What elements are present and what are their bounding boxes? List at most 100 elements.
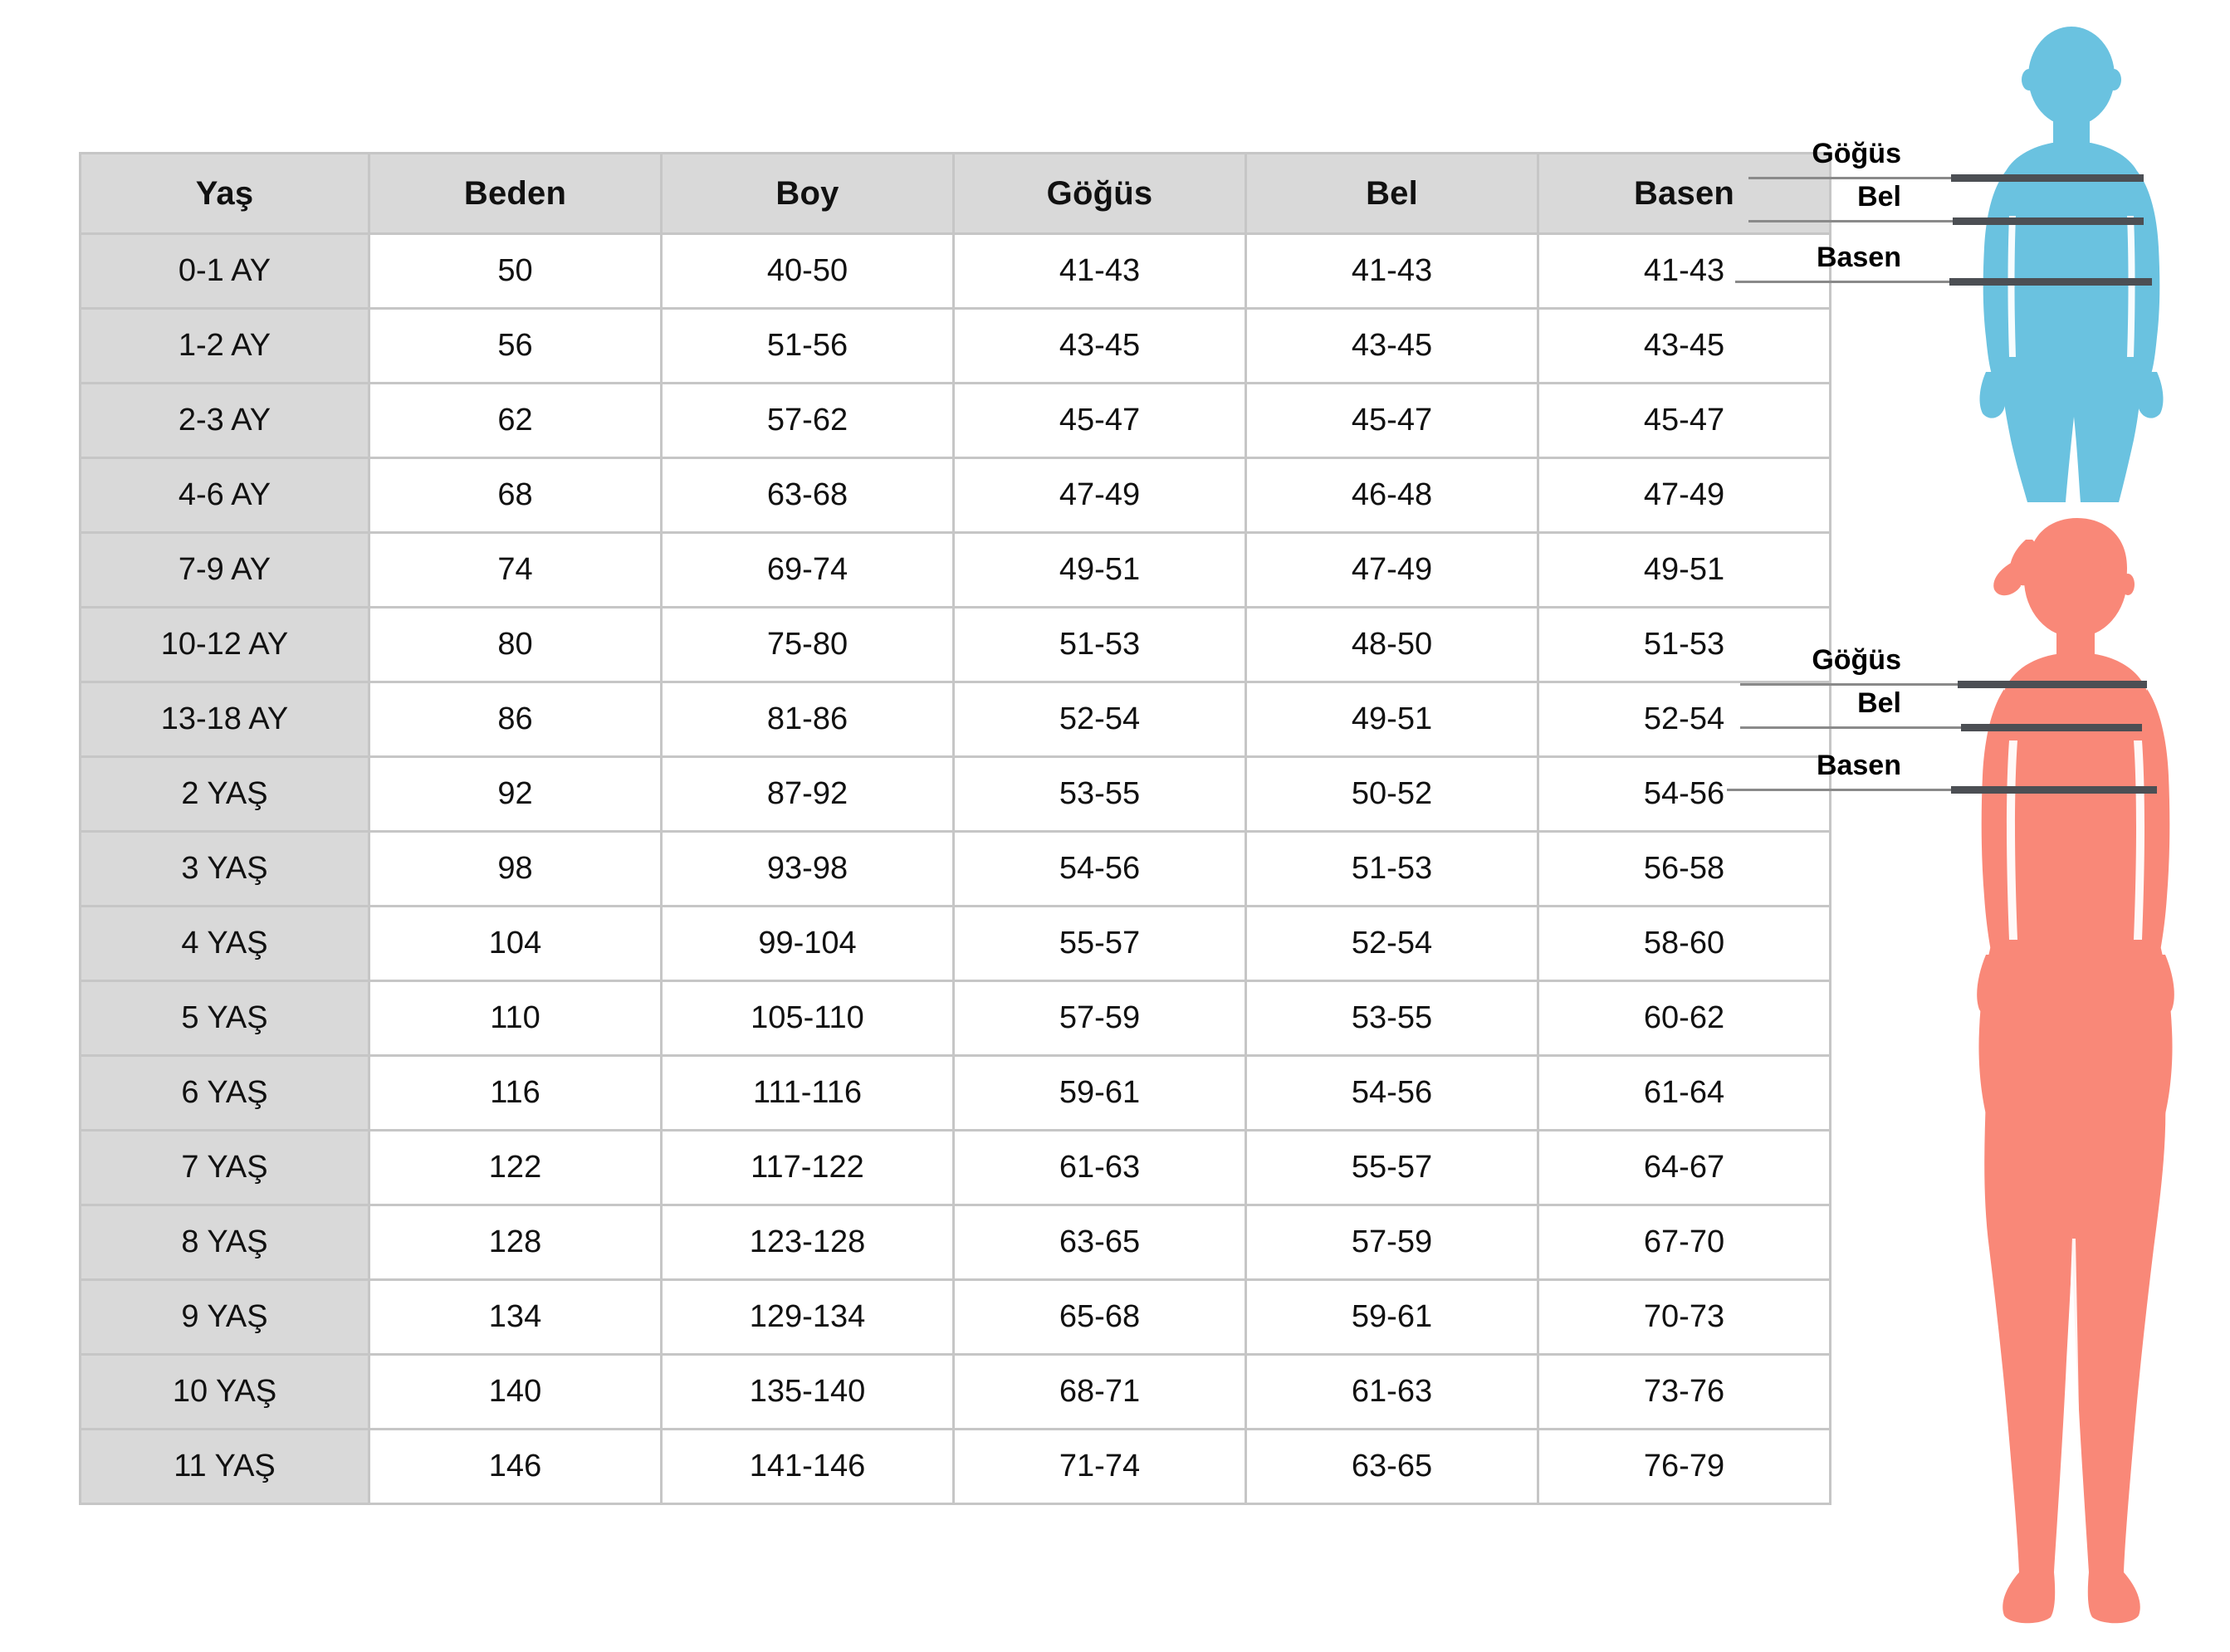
cell-basen: 61-64 bbox=[1537, 1054, 1831, 1131]
cell-boy: 111-116 bbox=[660, 1054, 955, 1131]
cell-bel: 63-65 bbox=[1245, 1428, 1539, 1505]
cell-basen: 73-76 bbox=[1537, 1353, 1831, 1430]
cell-boy: 51-56 bbox=[660, 307, 955, 384]
boy-chest-leader-line bbox=[1748, 177, 1964, 179]
table-row: 4-6 AY 68 63-68 47-49 46-48 47-49 bbox=[79, 457, 1831, 534]
cell-age: 6 YAŞ bbox=[79, 1054, 370, 1131]
table-header: Yaş Beden Boy Göğüs Bel Basen bbox=[79, 152, 1831, 235]
cell-boy: 99-104 bbox=[660, 905, 955, 982]
cell-beden: 140 bbox=[368, 1353, 663, 1430]
cell-age: 2-3 AY bbox=[79, 382, 370, 459]
cell-boy: 69-74 bbox=[660, 531, 955, 609]
cell-age: 8 YAŞ bbox=[79, 1204, 370, 1281]
cell-bel: 46-48 bbox=[1245, 457, 1539, 534]
girl-hips-measure-band bbox=[1951, 786, 2157, 794]
girl-waist-leader-line bbox=[1740, 726, 1966, 729]
column-header-beden: Beden bbox=[368, 152, 663, 235]
cell-beden: 50 bbox=[368, 232, 663, 310]
cell-boy: 105-110 bbox=[660, 980, 955, 1057]
cell-gogus: 41-43 bbox=[952, 232, 1247, 310]
cell-age: 4-6 AY bbox=[79, 457, 370, 534]
boy-waist-label-text: Bel bbox=[1857, 181, 1901, 213]
table-body: 0-1 AY 50 40-50 41-43 41-43 41-43 1-2 AY 56 51-5… bbox=[79, 232, 1831, 1505]
table-row: 2-3 AY 62 57-62 45-47 45-47 45-47 bbox=[79, 382, 1831, 459]
cell-gogus: 55-57 bbox=[952, 905, 1247, 982]
cell-age: 1-2 AY bbox=[79, 307, 370, 384]
table-row: 3 YAŞ 98 93-98 54-56 51-53 56-58 bbox=[79, 830, 1831, 907]
cell-bel: 57-59 bbox=[1245, 1204, 1539, 1281]
cell-boy: 123-128 bbox=[660, 1204, 955, 1281]
cell-beden: 146 bbox=[368, 1428, 663, 1505]
boy-hips-measure-band bbox=[1949, 278, 2152, 286]
cell-age: 13-18 AY bbox=[79, 681, 370, 758]
girl-chest-label-text: Göğüs bbox=[1812, 644, 1901, 676]
cell-beden: 86 bbox=[368, 681, 663, 758]
girl-silhouette bbox=[1977, 518, 2174, 1624]
column-header-basen: Basen bbox=[1537, 152, 1831, 235]
boy-hips-leader-line bbox=[1735, 281, 1964, 283]
boy-chest-label-text: Göğüs bbox=[1812, 138, 1901, 169]
cell-beden: 116 bbox=[368, 1054, 663, 1131]
cell-basen: 56-58 bbox=[1537, 830, 1831, 907]
cell-beden: 74 bbox=[368, 531, 663, 609]
cell-gogus: 59-61 bbox=[952, 1054, 1247, 1131]
cell-boy: 129-134 bbox=[660, 1278, 955, 1356]
cell-gogus: 71-74 bbox=[952, 1428, 1247, 1505]
table-row: 5 YAŞ 110 105-110 57-59 53-55 60-62 bbox=[79, 980, 1831, 1057]
cell-basen: 67-70 bbox=[1537, 1204, 1831, 1281]
cell-beden: 92 bbox=[368, 755, 663, 833]
cell-basen: 47-49 bbox=[1537, 457, 1831, 534]
table-row: 10-12 AY 80 75-80 51-53 48-50 51-53 bbox=[79, 606, 1831, 683]
boy-figure-panel: Göğüs Bel Basen bbox=[1735, 25, 2208, 502]
size-table: Yaş Beden Boy Göğüs Bel Basen 0-1 AY 50 40… bbox=[79, 152, 1831, 1505]
cell-bel: 55-57 bbox=[1245, 1129, 1539, 1206]
cell-boy: 81-86 bbox=[660, 681, 955, 758]
cell-gogus: 54-56 bbox=[952, 830, 1247, 907]
boy-chest-measure-band bbox=[1951, 174, 2144, 182]
table-row: 9 YAŞ 134 129-134 65-68 59-61 70-73 bbox=[79, 1278, 1831, 1356]
table-row: 4 YAŞ 104 99-104 55-57 52-54 58-60 bbox=[79, 905, 1831, 982]
cell-age: 3 YAŞ bbox=[79, 830, 370, 907]
cell-bel: 53-55 bbox=[1245, 980, 1539, 1057]
cell-age: 9 YAŞ bbox=[79, 1278, 370, 1356]
cell-age: 2 YAŞ bbox=[79, 755, 370, 833]
cell-boy: 57-62 bbox=[660, 382, 955, 459]
cell-age: 11 YAŞ bbox=[79, 1428, 370, 1505]
cell-bel: 47-49 bbox=[1245, 531, 1539, 609]
size-table-container: Yaş Beden Boy Göğüs Bel Basen 0-1 AY 50 40… bbox=[79, 152, 1831, 1505]
cell-age: 7 YAŞ bbox=[79, 1129, 370, 1206]
girl-figure-panel: Göğüs Bel Basen bbox=[1727, 481, 2208, 1635]
cell-bel: 45-47 bbox=[1245, 382, 1539, 459]
cell-boy: 141-146 bbox=[660, 1428, 955, 1505]
cell-age: 10-12 AY bbox=[79, 606, 370, 683]
cell-basen: 43-45 bbox=[1537, 307, 1831, 384]
cell-basen: 41-43 bbox=[1537, 232, 1831, 310]
table-row: 0-1 AY 50 40-50 41-43 41-43 41-43 bbox=[79, 232, 1831, 310]
cell-gogus: 45-47 bbox=[952, 382, 1247, 459]
cell-bel: 59-61 bbox=[1245, 1278, 1539, 1356]
cell-bel: 43-45 bbox=[1245, 307, 1539, 384]
cell-bel: 61-63 bbox=[1245, 1353, 1539, 1430]
table-row: 10 YAŞ 140 135-140 68-71 61-63 73-76 bbox=[79, 1353, 1831, 1430]
cell-gogus: 52-54 bbox=[952, 681, 1247, 758]
boy-waist-leader-line bbox=[1748, 220, 1966, 222]
cell-boy: 117-122 bbox=[660, 1129, 955, 1206]
cell-age: 4 YAŞ bbox=[79, 905, 370, 982]
table-row: 8 YAŞ 128 123-128 63-65 57-59 67-70 bbox=[79, 1204, 1831, 1281]
girl-hips-label-text: Basen bbox=[1816, 750, 1901, 781]
table-row: 2 YAŞ 92 87-92 53-55 50-52 54-56 bbox=[79, 755, 1831, 833]
cell-bel: 54-56 bbox=[1245, 1054, 1539, 1131]
cell-age: 7-9 AY bbox=[79, 531, 370, 609]
cell-beden: 68 bbox=[368, 457, 663, 534]
cell-gogus: 57-59 bbox=[952, 980, 1247, 1057]
cell-bel: 41-43 bbox=[1245, 232, 1539, 310]
column-header-bel: Bel bbox=[1245, 152, 1539, 235]
cell-gogus: 65-68 bbox=[952, 1278, 1247, 1356]
girl-waist-measure-band bbox=[1961, 724, 2142, 731]
girl-chest-leader-line bbox=[1740, 683, 1963, 686]
cell-age: 5 YAŞ bbox=[79, 980, 370, 1057]
cell-basen: 58-60 bbox=[1537, 905, 1831, 982]
cell-basen: 64-67 bbox=[1537, 1129, 1831, 1206]
cell-bel: 48-50 bbox=[1245, 606, 1539, 683]
